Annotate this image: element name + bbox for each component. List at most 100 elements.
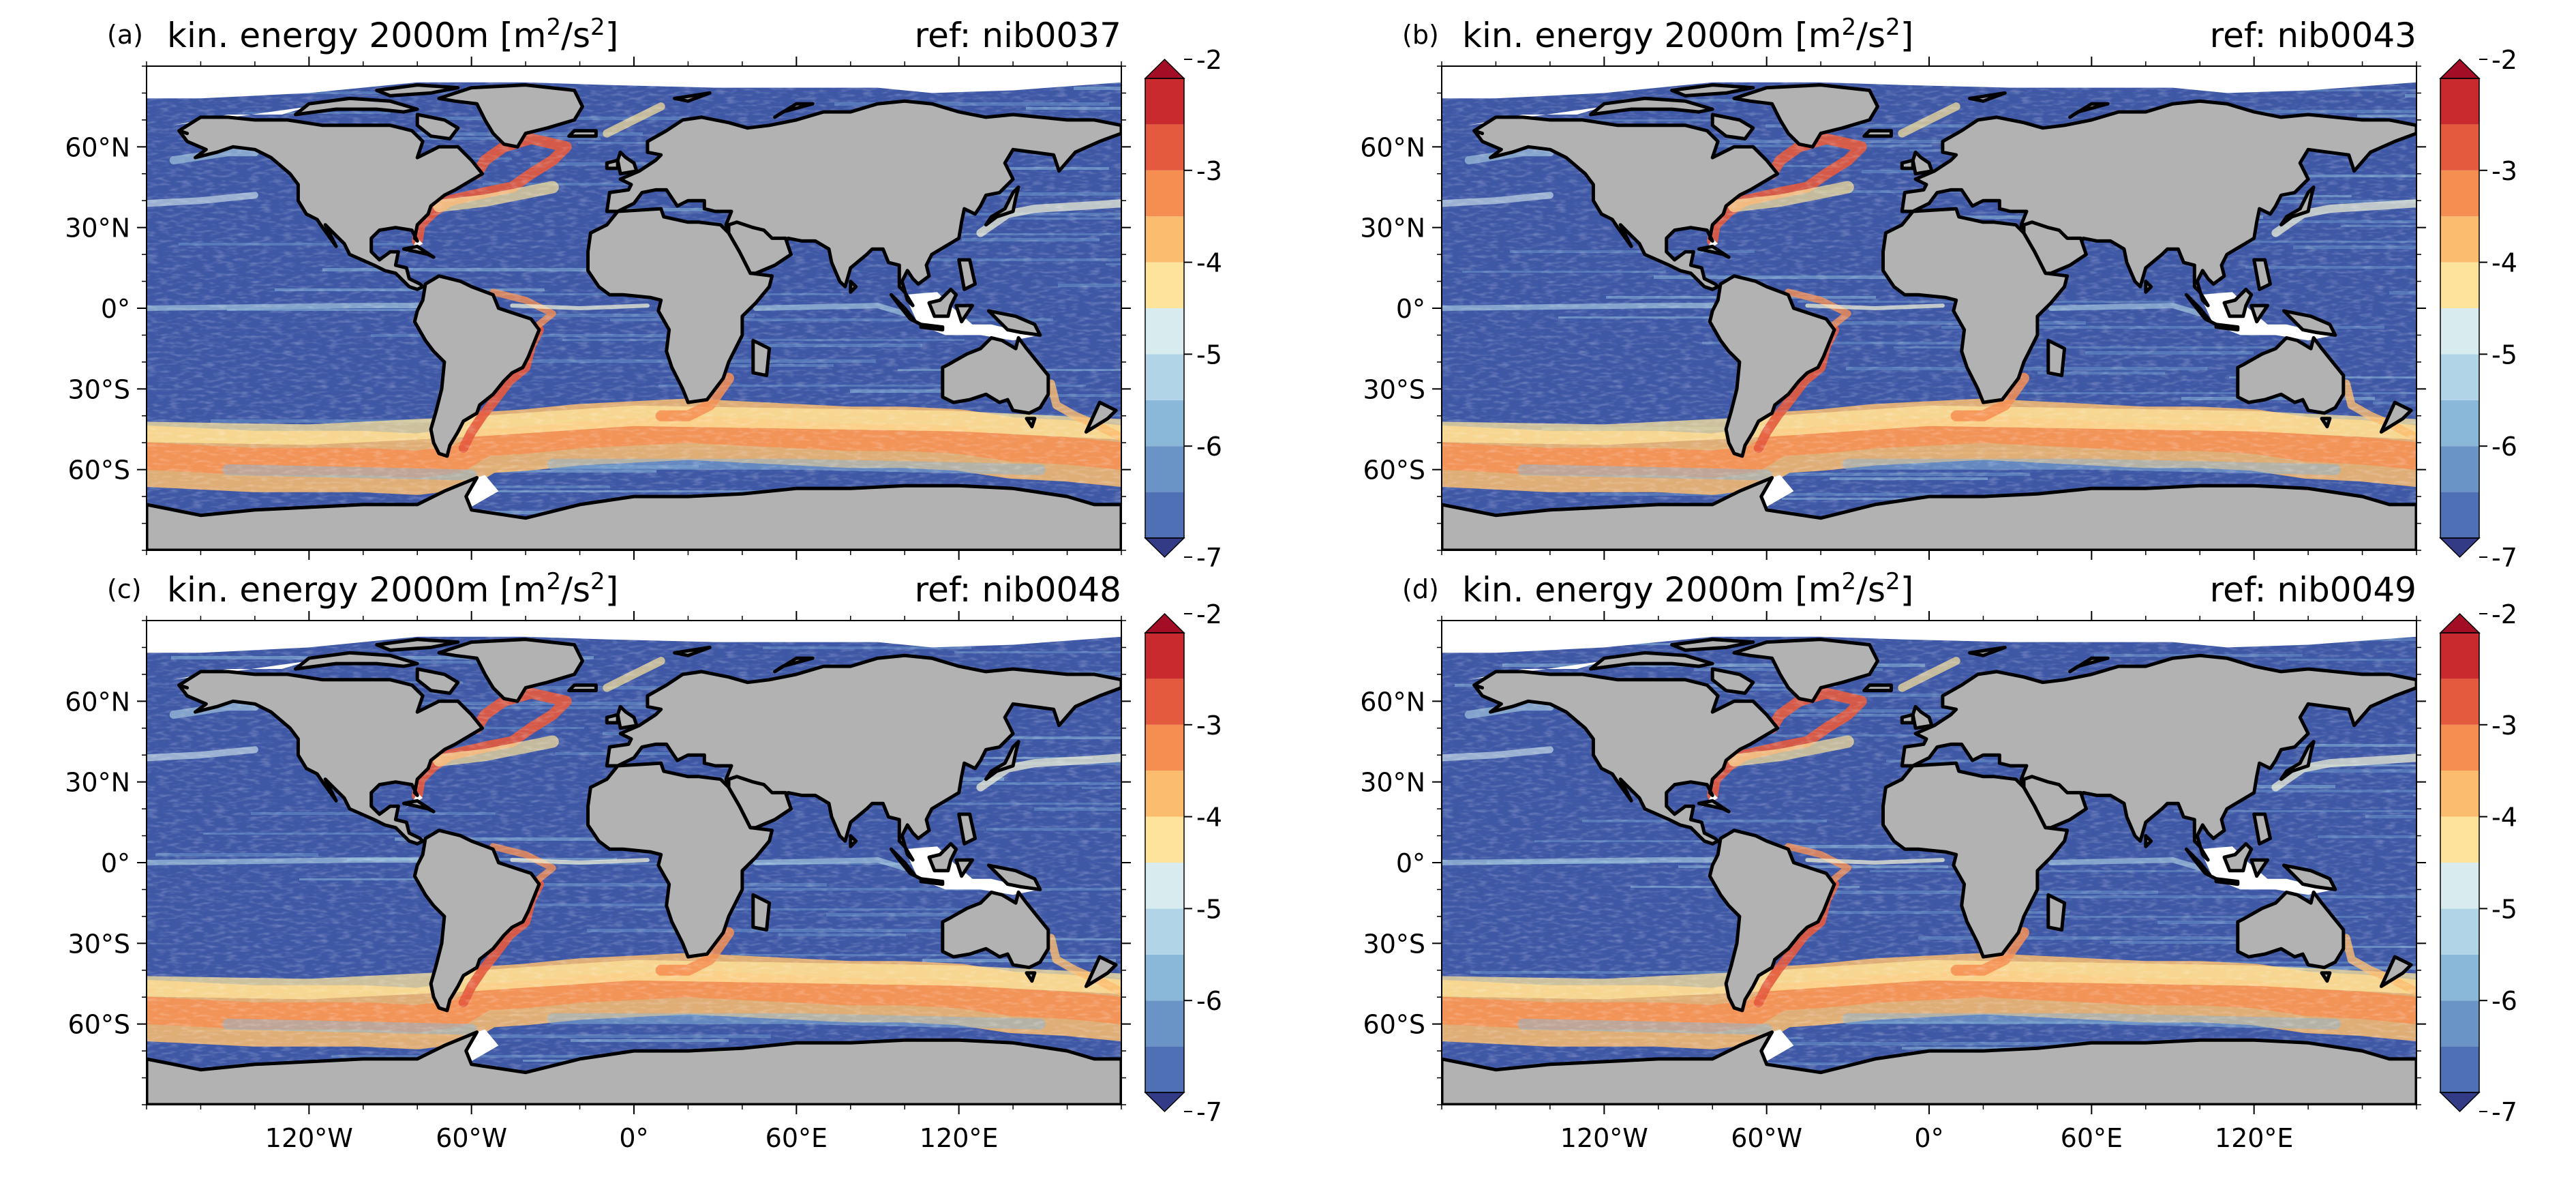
land-mass [412,274,541,458]
colorbar-segment [1145,446,1184,492]
lat-tick-label: 30°S [1363,929,1425,959]
colorbar-tick-label: -7 [2491,543,2517,573]
lat-tick-label: 30°N [65,768,130,798]
speckle-streak [1090,460,1121,462]
land-mass [2236,336,2346,415]
panel-reference: ref: nib0049 [2210,570,2416,610]
land-mass [954,303,974,324]
land-mass [927,287,958,318]
lat-tick-label: 30°S [1363,374,1425,404]
land-mass [147,476,1121,550]
land-mass [177,683,190,690]
land-mass [1442,1030,2416,1105]
land-mass [2214,877,2240,886]
lon-tick-label: 120°E [920,1123,999,1153]
land-mass [2379,955,2413,988]
land-mass [773,656,815,674]
colorbar: -2 -3 -4 -5 -6 -7 [2439,599,2517,1127]
panel-label: (b) [1402,20,1439,50]
land-mass [412,829,541,1013]
panel-reference: ref: nib0037 [915,16,1121,55]
land-mass [2320,971,2332,983]
land-mass [294,96,419,117]
colorbar-segment [1145,216,1184,263]
land-mass [984,740,1020,781]
lon-tick-label: 120°W [1560,1123,1648,1153]
colorbar-segment [2440,724,2479,771]
colorbar-segment [1145,816,1184,863]
land-mass [1708,829,1836,1013]
land-mass [401,244,436,259]
lon-tick-label: 60°E [766,1123,828,1153]
land-mass [1472,670,1780,846]
colorbar-segment [2440,863,2479,909]
colorbar-extend-bottom [1144,1092,1185,1113]
panel-title: kin. energy 2000m [m2/s2] [167,568,618,610]
land-mass [2282,863,2337,891]
colorbar-segment [1145,1000,1184,1047]
land-mass [177,670,485,846]
land-mass [2252,258,2272,291]
colorbar-tick-label: -7 [2491,1097,2517,1127]
colorbar-tick-label: -2 [2491,45,2517,75]
lon-tick-label: 60°W [1731,1123,1802,1153]
panel-title: kin. energy 2000m [m2/s2] [1462,14,1913,55]
colorbar-segment [1145,863,1184,909]
panel-label: (a) [107,20,143,50]
colorbar-tick-label: -5 [2491,894,2517,924]
colorbar: -2 -3 -4 -5 -6 -7 [2439,45,2517,573]
colorbar: -2 -3 -4 -5 -6 -7 [1144,599,1222,1127]
land-mass [177,129,190,136]
colorbar-segment [2440,308,2479,355]
map-area [1442,66,2416,550]
lat-tick-label: 60°S [1363,1010,1425,1040]
land-mass [1670,83,1755,98]
land-mass [177,115,485,291]
land-mass [2144,280,2153,294]
map-panel: (c) kin. energy 2000m [m2/s2] ref: nib0048… [65,568,1222,1153]
land-mass [986,309,1042,337]
colorbar-tick-label: -4 [1196,803,1222,833]
lat-tick-label: 30°N [1360,768,1425,798]
land-mass [1900,158,1915,170]
missing-data-area [147,621,1121,653]
panel-title: kin. energy 2000m [m2/s2] [1462,568,1913,610]
land-mass [751,338,772,378]
colorbar-segment [1145,354,1184,400]
lat-tick-label: 0° [101,294,130,324]
colorbar-segment [1145,170,1184,217]
land-mass [1472,129,1485,136]
land-mass [415,113,460,140]
land-mass [2279,185,2316,227]
colorbar-segment [2440,1046,2479,1092]
speckle-streak [2405,94,2416,98]
colorbar-segment [1145,908,1184,955]
colorbar-tick-label: -2 [1196,599,1222,629]
land-mass [1697,244,1731,259]
colorbar-segment [2440,816,2479,863]
land-mass [954,858,974,878]
panel-label: (c) [107,574,142,604]
land-mass [1862,129,1893,138]
colorbar-segment [2440,170,2479,217]
land-mass [2022,775,2088,830]
colorbar-segment [2440,354,2479,400]
land-mass [1472,683,1485,690]
land-mass [986,863,1042,891]
land-mass [957,258,977,291]
land-mass [2068,656,2110,674]
colorbar-tick-label: -2 [1196,45,1222,75]
colorbar-extend-top [1144,58,1185,79]
land-mass [1900,713,1915,725]
colorbar-segment [1145,124,1184,170]
land-mass [919,323,945,332]
panel-title: kin. energy 2000m [m2/s2] [167,14,618,55]
land-mass [751,893,772,932]
land-mass [567,683,598,693]
map-panel: (d) kin. energy 2000m [m2/s2] ref: nib0049… [1360,568,2517,1153]
lat-tick-label: 0° [1396,294,1425,324]
lat-tick-label: 60°S [1363,456,1425,486]
land-mass [984,185,1020,227]
land-mass [927,841,958,873]
land-mass [567,129,598,138]
